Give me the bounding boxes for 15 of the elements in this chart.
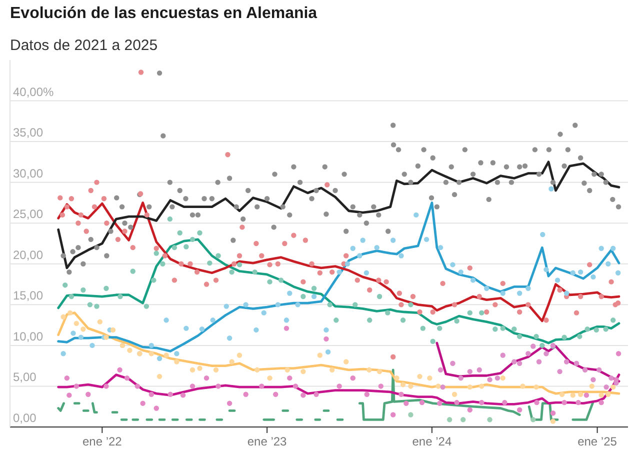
x-tick-label: ene ’24 xyxy=(412,434,452,449)
x-tick-label: ene ’22 xyxy=(82,434,122,449)
y-tick-label: 40,00% xyxy=(13,84,54,99)
x-tick-label: ene ’25 xyxy=(578,434,618,449)
y-tick-label: 10,00 xyxy=(13,329,44,344)
chart-subtitle: Datos de 2021 a 2025 xyxy=(10,37,158,54)
y-tick-label: 5,00 xyxy=(13,370,37,384)
chart-title: Evolución de las encuestas en Alemania xyxy=(10,5,318,23)
y-tick-label: 20,00 xyxy=(13,248,44,262)
x-tick-label: ene ’23 xyxy=(247,434,288,449)
y-tick-label: 35,00 xyxy=(13,126,44,140)
y-tick-label: 0,00 xyxy=(13,411,37,425)
y-tick-label: 30,00 xyxy=(13,166,44,180)
y-tick-label: 25,00 xyxy=(13,207,44,222)
y-tick-label: 15,00 xyxy=(13,288,44,303)
